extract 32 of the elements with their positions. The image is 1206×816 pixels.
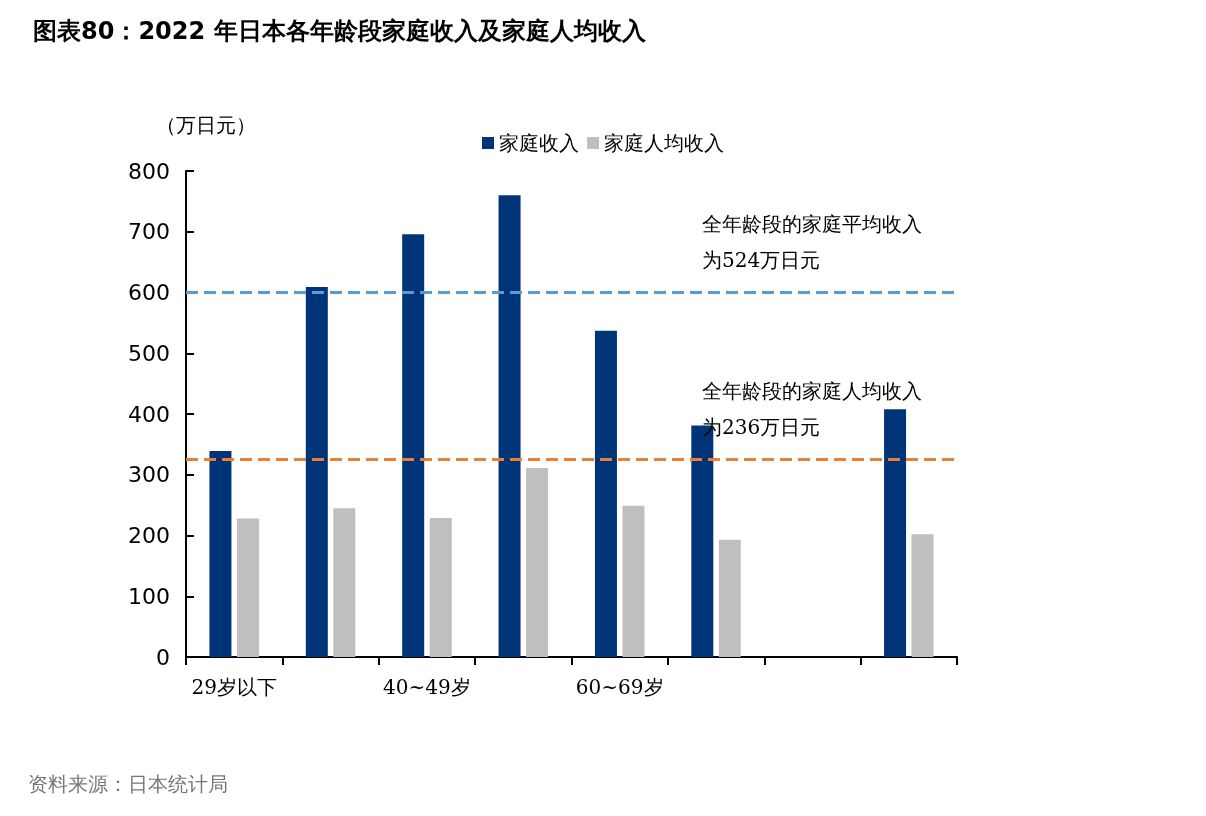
x-tick-label: 40~49岁 (383, 675, 471, 699)
text: 资料来源：日本统计局 (28, 772, 228, 796)
y-axis-title: （万日元） (156, 113, 256, 137)
y-tick-label: 100 (128, 583, 170, 609)
y-tick-label: 200 (128, 523, 170, 548)
y-tick-label: 0 (156, 644, 170, 670)
chart-title: 图表80：2022 年日本各年龄段家庭收入及家庭人均收入 (33, 17, 647, 45)
bar (718, 539, 741, 657)
x-tick-label: 60~69岁 (575, 675, 664, 699)
bar (526, 468, 549, 657)
bar (402, 234, 425, 657)
bar (305, 287, 328, 657)
y-tick-label: 800 (128, 158, 170, 184)
y-tick-label: 500 (128, 340, 170, 366)
bar (884, 409, 907, 657)
legend-label: 家庭收入 (499, 131, 579, 155)
bar (594, 330, 617, 657)
bar (333, 508, 356, 657)
bar (236, 518, 259, 657)
bar (209, 451, 232, 657)
bar (622, 505, 645, 657)
legend-label: 家庭人均收入 (604, 131, 724, 155)
y-tick-label: 400 (128, 401, 170, 427)
bar (911, 534, 934, 657)
y-tick-label: 600 (128, 280, 170, 305)
bar (498, 195, 521, 657)
y-tick-label: 700 (128, 219, 170, 245)
ref-line-label: 全年龄段的家庭平均收入为524万日元 (702, 211, 922, 272)
x-tick-label: 29岁以下 (191, 675, 277, 699)
bar (429, 517, 452, 657)
y-tick-label: 300 (128, 462, 170, 488)
ref-line-label: 全年龄段的家庭人均收入为236万日元 (702, 378, 922, 439)
